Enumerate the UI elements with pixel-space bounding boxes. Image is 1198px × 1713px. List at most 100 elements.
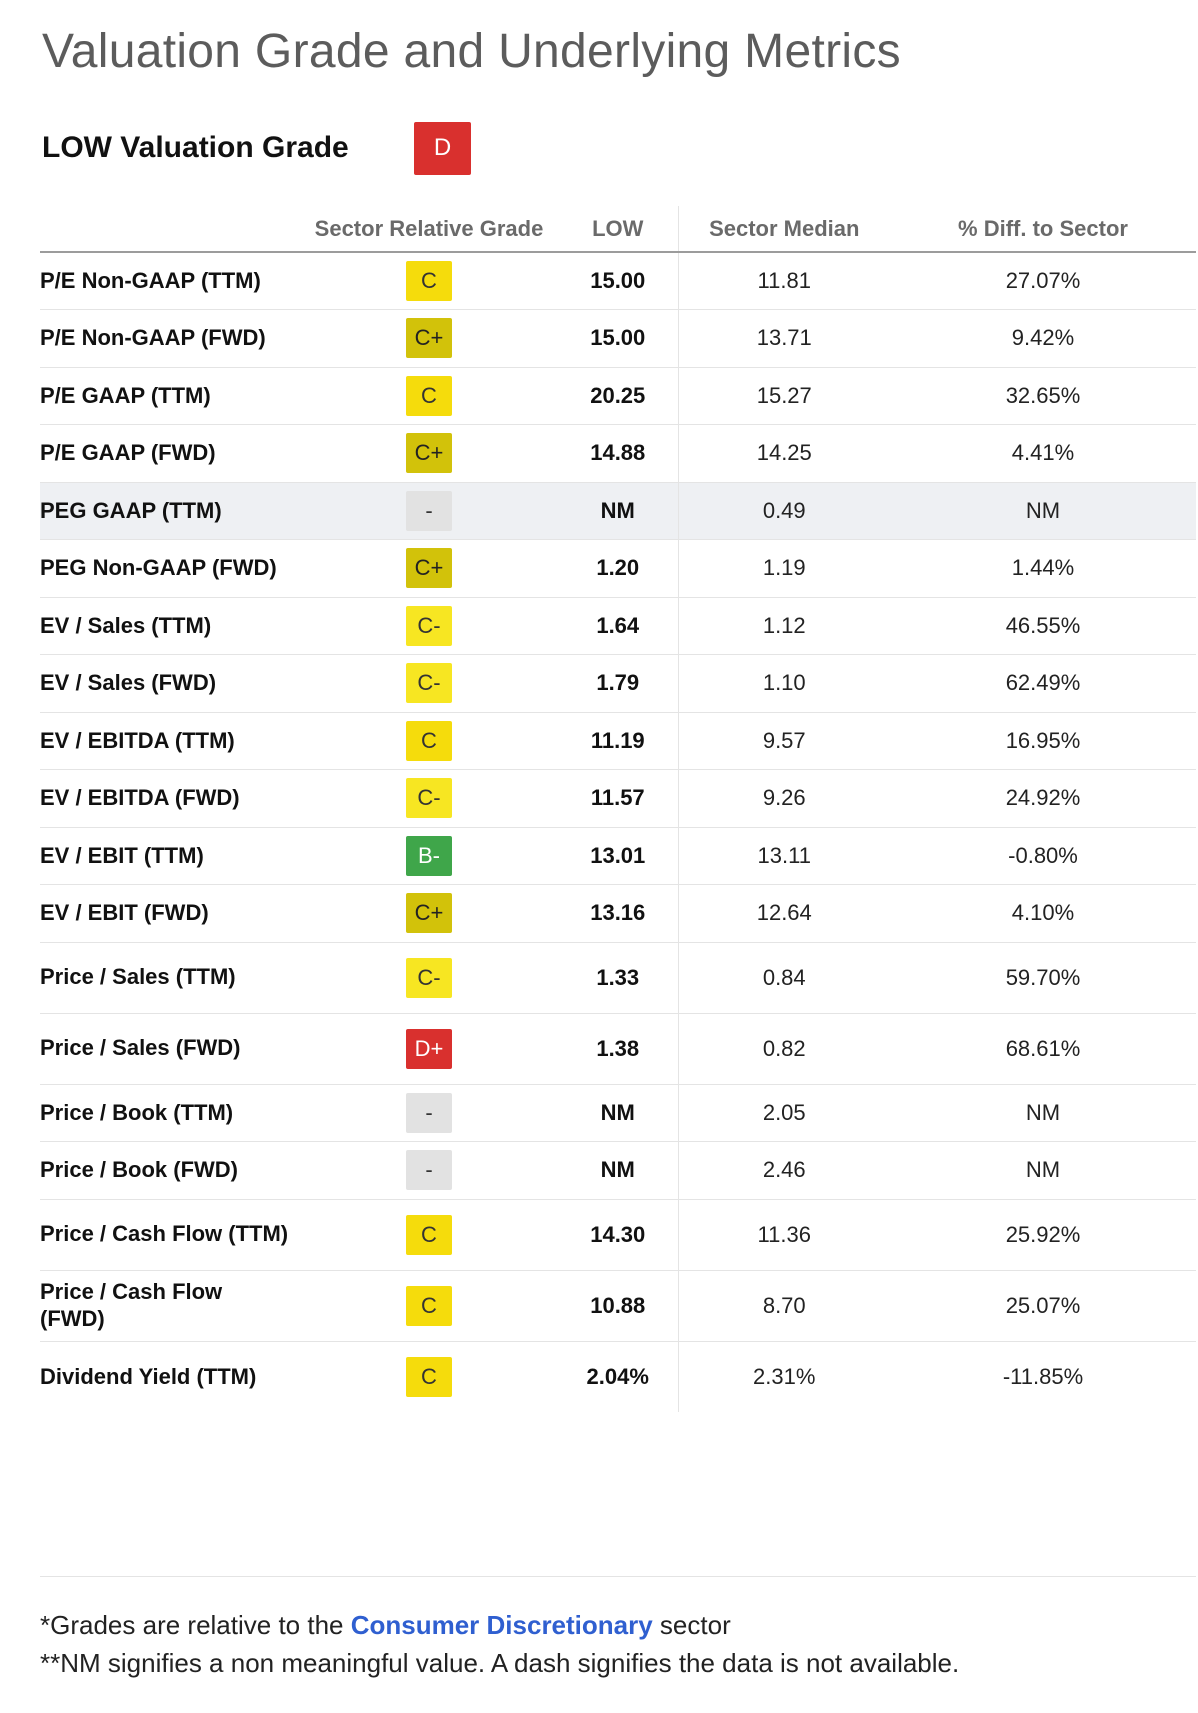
sector-median-value: 9.26: [678, 769, 890, 828]
sector-median-value: 2.46: [678, 1141, 890, 1200]
grade-badge: C-: [406, 778, 452, 819]
table-row: P/E GAAP (FWD) C+ 14.88 14.25 4.41%: [40, 424, 1196, 483]
grade-cell: C+: [300, 309, 558, 368]
metrics-table-body: P/E Non-GAAP (TTM) C 15.00 11.81 27.07% P/E N…: [40, 252, 1196, 1412]
table-row: P/E GAAP (TTM) C 20.25 15.27 32.65%: [40, 367, 1196, 425]
table-row: Price / Cash Flow (TTM) C 14.30 11.36 25.92%: [40, 1199, 1196, 1271]
sector-median-value: 2.31%: [753, 1363, 816, 1389]
table-row: Price / Book (FWD) - NM 2.46 NM: [40, 1141, 1196, 1200]
diff-to-sector-value: 68.61%: [890, 1013, 1196, 1085]
low-value: 14.88: [558, 424, 679, 483]
low-value: 1.64: [558, 597, 679, 655]
sector-median-value: 0.49: [678, 482, 890, 540]
grade-cell: B-: [300, 827, 558, 885]
low-value: 11.57: [558, 769, 679, 828]
valuation-grade-header: LOW Valuation Grade D: [42, 120, 471, 176]
diff-to-sector-value: 4.41%: [890, 424, 1196, 483]
footnote-grades: *Grades are relative to the Consumer Dis…: [40, 1610, 731, 1641]
grade-cell: C-: [300, 654, 558, 713]
low-value: 1.79: [558, 654, 679, 713]
table-row: Price / Sales (TTM) C- 1.33 0.84 59.70%: [40, 942, 1196, 1014]
table-row: EV / Sales (FWD) C- 1.79 1.10 62.49%: [40, 654, 1196, 713]
diff-to-sector-value: NM: [890, 482, 1196, 540]
metric-name: EV / Sales (TTM): [40, 597, 300, 655]
metric-name: Price / Cash Flow (FWD): [40, 1270, 300, 1342]
diff-to-sector-value: 1.44%: [890, 539, 1196, 598]
low-value: 10.88: [558, 1270, 679, 1342]
grade-badge: C-: [406, 663, 452, 704]
sector-median-value: 15.27: [678, 367, 890, 425]
metric-name: Price / Book (FWD): [40, 1141, 300, 1200]
table-row: P/E Non-GAAP (TTM) C 15.00 11.81 27.07%: [40, 252, 1196, 310]
low-value: 1.33: [558, 942, 679, 1014]
grade-badge: D+: [406, 1028, 452, 1069]
table-row: EV / Sales (TTM) C- 1.64 1.12 46.55%: [40, 597, 1196, 655]
grade-badge: C+: [406, 893, 452, 934]
grade-badge: -: [406, 1150, 452, 1191]
table-row: Price / Book (TTM) - NM 2.05 NM: [40, 1084, 1196, 1142]
grade-cell: C: [300, 252, 558, 310]
diff-to-sector-value: 25.07%: [890, 1270, 1196, 1342]
metric-name: P/E Non-GAAP (FWD): [40, 309, 300, 368]
metric-name: EV / EBIT (TTM): [40, 827, 300, 885]
diff-to-sector-value: 27.07%: [890, 252, 1196, 310]
grade-cell: D+: [300, 1013, 558, 1085]
grade-badge: C+: [406, 318, 452, 359]
metric-name: EV / EBITDA (TTM): [40, 712, 300, 770]
grade-badge: C: [406, 375, 452, 416]
table-row: PEG GAAP (TTM) - NM 0.49 NM: [40, 482, 1196, 540]
grade-badge: C: [406, 1285, 452, 1326]
sector-median-value: 1.12: [678, 597, 890, 655]
diff-to-sector-value: NM: [890, 1141, 1196, 1200]
low-value: NM: [558, 1084, 679, 1142]
grade-cell: C: [300, 1199, 558, 1271]
low-value: NM: [558, 1141, 679, 1200]
grade-cell: -: [300, 482, 558, 540]
metric-name: P/E GAAP (TTM): [40, 367, 300, 425]
metric-name: PEG Non-GAAP (FWD): [40, 539, 300, 598]
grade-badge: C: [406, 1214, 452, 1255]
metric-name: Price / Sales (FWD): [40, 1013, 300, 1085]
table-row: EV / EBIT (FWD) C+ 13.16 12.64 4.10%: [40, 884, 1196, 943]
table-row: PEG Non-GAAP (FWD) C+ 1.20 1.19 1.44%: [40, 539, 1196, 598]
table-row: EV / EBITDA (TTM) C 11.19 9.57 16.95%: [40, 712, 1196, 770]
diff-to-sector-value: 46.55%: [890, 597, 1196, 655]
table-row: EV / EBITDA (FWD) C- 11.57 9.26 24.92%: [40, 769, 1196, 828]
footer-divider: [40, 1576, 1196, 1577]
grade-cell: -: [300, 1141, 558, 1200]
diff-to-sector-value: -11.85%: [1002, 1363, 1084, 1389]
grade-badge: -: [406, 490, 452, 531]
sector-median-value: 13.11: [678, 827, 890, 885]
low-value: 15.00: [558, 309, 679, 368]
grade-cell: C: [300, 367, 558, 425]
diff-to-sector-value: 62.49%: [890, 654, 1196, 713]
grade-badge: C: [406, 261, 452, 301]
diff-to-sector-value: 16.95%: [890, 712, 1196, 770]
grade-cell: C: [300, 1270, 558, 1342]
diff-to-sector-value: 32.65%: [890, 367, 1196, 425]
sector-median-value: 11.81: [678, 252, 890, 310]
sector-median-value: 11.36: [678, 1199, 890, 1271]
low-column-header: LOW: [558, 206, 679, 253]
sector-median-value: 0.82: [678, 1013, 890, 1085]
metric-name: P/E GAAP (FWD): [40, 424, 300, 483]
diff-to-sector-value: -0.80%: [890, 827, 1196, 885]
diff-to-sector-value: 24.92%: [890, 769, 1196, 828]
footnote-grades-prefix: *Grades are relative to the: [40, 1610, 351, 1640]
sector-median-value: 1.19: [678, 539, 890, 598]
metric-name: Price / Book (TTM): [40, 1084, 300, 1142]
metric-name: Dividend Yield (TTM): [40, 1363, 257, 1389]
grade-cell: C+: [300, 884, 558, 943]
valuation-grade-label: LOW Valuation Grade: [42, 131, 349, 164]
diff-to-sector-value: 25.92%: [890, 1199, 1196, 1271]
diff-to-sector-header: % Diff. to Sector: [890, 206, 1196, 253]
grade-badge: -: [406, 1092, 452, 1133]
sector-link[interactable]: Consumer Discretionary: [350, 1610, 653, 1640]
low-value: 14.30: [558, 1199, 679, 1271]
sector-median-header: Sector Median: [678, 206, 890, 253]
grade-cell: C-: [300, 942, 558, 1014]
metric-name: Price / Sales (TTM): [40, 942, 300, 1014]
grade-badge: C+: [406, 548, 452, 589]
metric-name: EV / EBIT (FWD): [40, 884, 300, 943]
